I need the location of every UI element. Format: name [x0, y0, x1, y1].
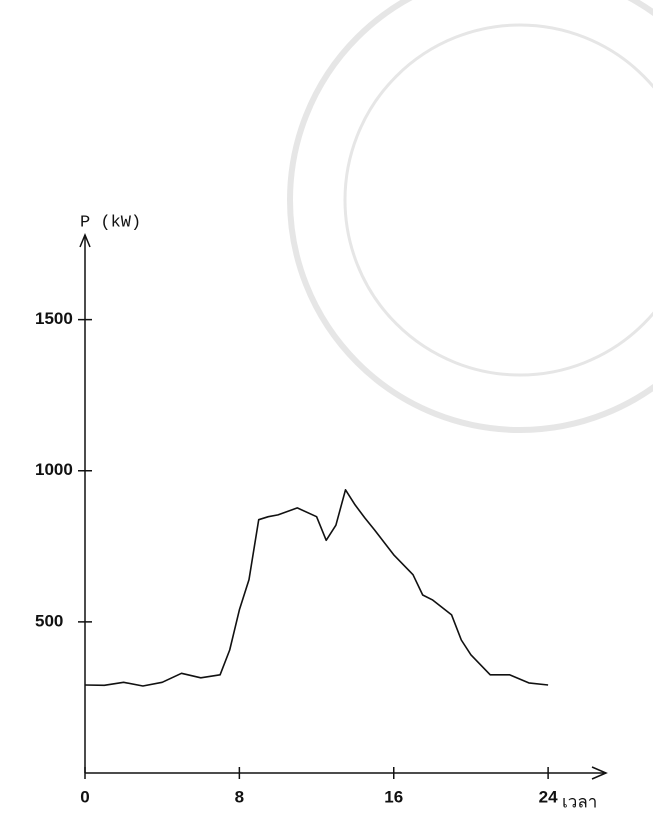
watermark	[290, 0, 653, 430]
x-tick-label: 8	[235, 787, 244, 806]
x-tick-label: 0	[80, 787, 89, 806]
page: {"chart_data": {"type": "line", "y_label…	[0, 0, 653, 821]
y-tick-label: 500	[35, 611, 63, 630]
y-tick-label: 1500	[35, 309, 73, 328]
y-axis-title: P (kW)	[80, 213, 141, 232]
x-axis-title: เวลา	[562, 794, 597, 813]
chart: P (kW) เวลา 500 1000 1500 0 8 16 24	[0, 0, 653, 821]
y-tick-label: 1000	[35, 460, 73, 479]
x-tick-label: 16	[384, 787, 403, 806]
x-tick-label: 24	[539, 787, 558, 806]
data-line	[85, 490, 548, 686]
